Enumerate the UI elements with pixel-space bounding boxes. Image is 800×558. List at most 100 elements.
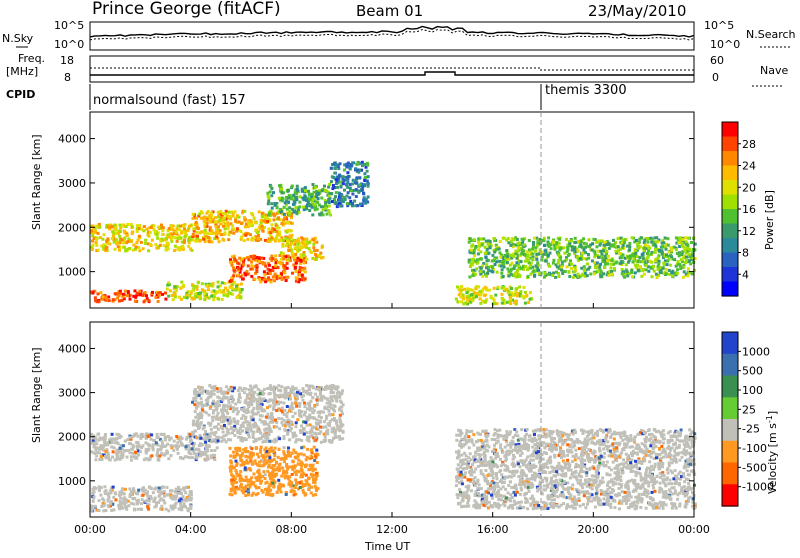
power-echo-cell bbox=[634, 252, 637, 255]
power-echo-cell bbox=[474, 247, 477, 250]
velocity-echo-cell bbox=[247, 462, 250, 465]
power-echo-cell bbox=[291, 185, 294, 188]
velocity-echo-cell bbox=[480, 487, 483, 490]
power-echo-cell bbox=[559, 247, 562, 250]
frequency-panel bbox=[90, 56, 694, 82]
power-echo-cell bbox=[274, 273, 277, 276]
power-echo-cell bbox=[581, 252, 584, 255]
velocity-echo-cell bbox=[303, 433, 306, 436]
power-echo-cell bbox=[94, 241, 97, 244]
velocity-echo-cell bbox=[91, 442, 94, 445]
velocity-echo-cell bbox=[127, 449, 130, 452]
power-echo-cell bbox=[136, 230, 139, 233]
power-echo-cell bbox=[335, 201, 338, 204]
power-echo-cell bbox=[207, 297, 210, 300]
velocity-echo-cell bbox=[192, 445, 195, 448]
velocity-echo-cell bbox=[221, 398, 224, 401]
power-echo-cell bbox=[197, 292, 200, 295]
velocity-echo-cell bbox=[334, 433, 337, 436]
power-echo-cell bbox=[547, 273, 550, 276]
velocity-echo-cell bbox=[181, 444, 184, 447]
power-echo-cell bbox=[253, 216, 256, 219]
velocity-echo-cell bbox=[155, 441, 158, 444]
velocity-echo-cell bbox=[121, 487, 124, 490]
power-echo-cell bbox=[255, 264, 258, 267]
power-echo-cell bbox=[637, 269, 640, 272]
power-echo-cell bbox=[600, 253, 603, 256]
power-echo-cell bbox=[97, 292, 100, 295]
velocity-echo-cell bbox=[229, 469, 232, 472]
power-echo-cell bbox=[121, 224, 124, 227]
power-echo-cell bbox=[524, 265, 527, 268]
velocity-echo-cell bbox=[189, 438, 192, 441]
velocity-echo-cell bbox=[229, 493, 232, 496]
velocity-echo-cell bbox=[238, 395, 241, 398]
power-echo-cell bbox=[250, 220, 253, 223]
power-echo-cell bbox=[456, 300, 459, 303]
power-echo-cell bbox=[341, 175, 344, 178]
power-echo-cell bbox=[235, 259, 238, 262]
power-echo-cell bbox=[229, 292, 232, 295]
velocity-echo-cell bbox=[125, 506, 128, 509]
power-echo-cell bbox=[566, 250, 569, 253]
power-echo-cell bbox=[479, 270, 482, 273]
velocity-echo-cell bbox=[201, 409, 204, 412]
power-echo-cell bbox=[196, 235, 199, 238]
velocity-echo-cell bbox=[271, 493, 274, 496]
power-echo-cell bbox=[231, 287, 234, 290]
power-echo-cell bbox=[161, 293, 164, 296]
power-echo-cell bbox=[665, 268, 668, 271]
velocity-echo-cell bbox=[255, 385, 258, 388]
velocity-echo-cell bbox=[248, 486, 251, 489]
power-echo-cell bbox=[264, 239, 267, 242]
velocity-echo-cell bbox=[142, 494, 145, 497]
power-echo-cell bbox=[208, 214, 211, 217]
power-echo-cell bbox=[685, 240, 688, 243]
power-echo-cell bbox=[687, 237, 690, 240]
power-echo-cell bbox=[510, 287, 513, 290]
velocity-echo-cell bbox=[119, 497, 122, 500]
power-echo-cell bbox=[231, 264, 234, 267]
velocity-echo-cell bbox=[250, 476, 253, 479]
velocity-echo-cell bbox=[228, 423, 231, 426]
power-echo-cell bbox=[263, 270, 266, 273]
power-echo-cell bbox=[647, 241, 650, 244]
velocity-echo-cell bbox=[195, 396, 198, 399]
freq-line bbox=[90, 72, 694, 75]
velocity-echo-cell bbox=[131, 452, 134, 455]
power-echo-cell bbox=[348, 196, 351, 199]
power-echo-cell bbox=[177, 237, 180, 240]
power-echo-cell bbox=[596, 261, 599, 264]
power-echo-cell bbox=[203, 292, 206, 295]
power-echo-cell bbox=[466, 287, 469, 290]
velocity-echo-cell bbox=[217, 436, 220, 439]
velocity-echo-cell bbox=[150, 497, 153, 500]
power-echo-cell bbox=[567, 270, 570, 273]
power-echo-cell bbox=[547, 254, 550, 257]
velocity-echo-cell bbox=[261, 464, 264, 467]
velocity-echo-cell bbox=[298, 414, 301, 417]
velocity-echo-cell bbox=[340, 392, 343, 395]
velocity-echo-cell bbox=[230, 465, 233, 468]
velocity-echo-cell bbox=[302, 399, 305, 402]
power-echo-cell bbox=[626, 245, 629, 248]
velocity-echo-cell bbox=[500, 473, 503, 476]
power-echo-cell bbox=[536, 261, 539, 264]
power-echo-cell bbox=[557, 254, 560, 257]
power-echo-cell bbox=[631, 261, 634, 264]
velocity-echo-cell bbox=[213, 458, 216, 461]
power-echo-cell bbox=[473, 254, 476, 257]
velocity-echo-cell bbox=[268, 456, 271, 459]
power-echo-cell bbox=[121, 296, 124, 299]
velocity-echo-cell bbox=[284, 471, 287, 474]
power-echo-cell bbox=[481, 244, 484, 247]
velocity-echo-cell bbox=[278, 389, 281, 392]
power-echo-cell bbox=[211, 290, 214, 293]
power-echo-cell bbox=[523, 243, 526, 246]
power-echo-cell bbox=[222, 225, 225, 228]
power-echo-cell bbox=[249, 233, 252, 236]
power-echo-cell bbox=[637, 259, 640, 262]
power-echo-cell bbox=[303, 251, 306, 254]
power-echo-cell bbox=[131, 231, 134, 234]
velocity-echo-cell bbox=[222, 417, 225, 420]
